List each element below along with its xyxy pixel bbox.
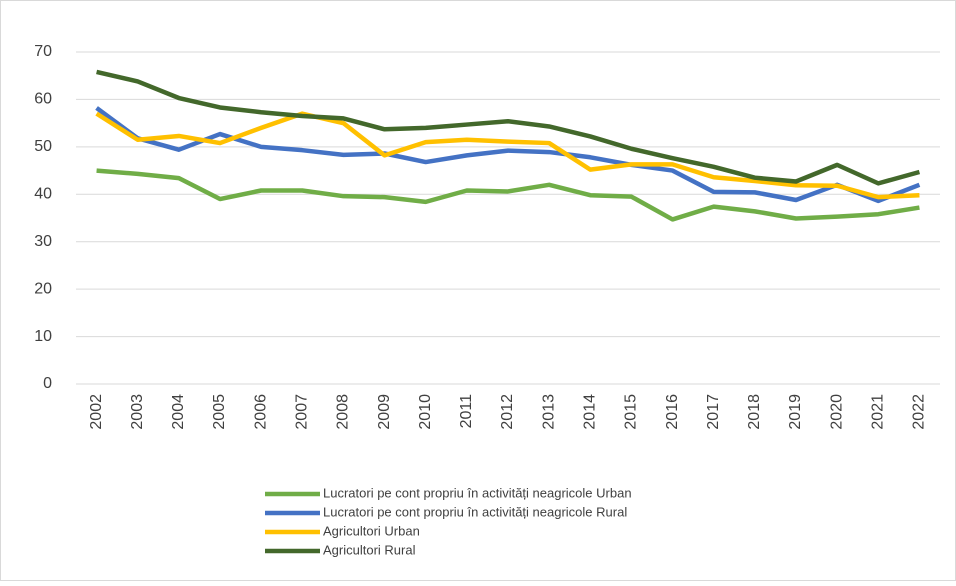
legend-label: Agricultori Urban: [323, 523, 420, 538]
x-tick-label: 2002: [88, 394, 105, 430]
x-tick-label: 2009: [376, 394, 393, 430]
x-tick-label: 2007: [294, 394, 311, 430]
x-tick-label: 2017: [705, 394, 722, 430]
x-tick-label: 2015: [623, 394, 640, 430]
y-tick-label: 30: [34, 233, 52, 250]
x-tick-label: 2016: [664, 394, 681, 430]
legend-label: Lucratori pe cont propriu în activități …: [323, 504, 627, 519]
x-tick-label: 2010: [417, 394, 434, 430]
x-tick-label: 2021: [870, 394, 887, 430]
y-tick-label: 20: [34, 280, 52, 297]
series-line: [96, 69, 921, 186]
y-tick-label: 10: [34, 328, 52, 345]
legend-label: Lucratori pe cont propriu în activități …: [323, 485, 632, 500]
x-tick-label: 2011: [458, 394, 475, 429]
y-tick-label: 0: [43, 375, 52, 392]
x-tick-label: 2008: [335, 394, 352, 430]
x-tick-label: 2003: [129, 394, 146, 430]
legend-label: Agricultori Rural: [323, 542, 416, 557]
x-tick-label: 2014: [582, 394, 599, 430]
x-tick-label: 2012: [499, 394, 516, 430]
y-tick-label: 60: [34, 91, 52, 108]
x-tick-label: 2005: [211, 394, 228, 430]
x-tick-label: 2006: [252, 394, 269, 430]
x-tick-label: 2013: [540, 394, 557, 430]
x-tick-label: 2022: [911, 394, 928, 430]
series-line: [95, 111, 920, 200]
x-tick-label: 2020: [828, 394, 845, 430]
x-tick-label: 2004: [170, 394, 187, 430]
x-tick-label: 2019: [787, 394, 804, 430]
x-tick-label: 2018: [746, 394, 763, 430]
y-tick-label: 40: [34, 186, 52, 203]
series-line: [96, 168, 920, 222]
y-tick-label: 50: [34, 138, 52, 155]
y-tick-label: 70: [34, 43, 52, 60]
